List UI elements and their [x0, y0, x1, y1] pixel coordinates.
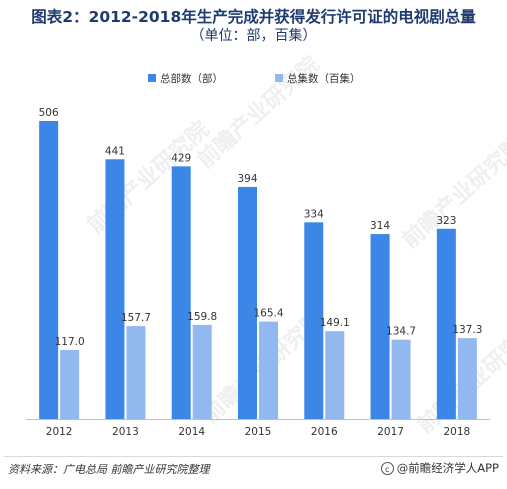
legend-label: 总部数（部） — [160, 72, 223, 85]
bar — [436, 228, 456, 419]
chart-title: 图表2：2012-2018年生产完成并获得发行许可证的电视剧总量 — [31, 8, 476, 26]
bar — [105, 159, 125, 419]
bar — [370, 234, 390, 419]
legend-swatch — [275, 74, 283, 82]
x-tick-label: 2014 — [178, 426, 205, 438]
data-label: 429 — [171, 152, 191, 164]
data-label: 314 — [370, 220, 390, 232]
x-tick-label: 2012 — [46, 426, 73, 438]
legend-swatch — [148, 74, 156, 82]
data-label: 117.0 — [55, 336, 85, 348]
x-tick-label: 2013 — [112, 426, 139, 438]
data-label: 159.8 — [187, 311, 217, 323]
bar — [238, 186, 257, 419]
data-label: 149.1 — [320, 317, 350, 329]
data-label: 506 — [39, 107, 59, 119]
bar — [171, 166, 191, 419]
bar — [304, 222, 324, 419]
data-label: 441 — [105, 145, 125, 157]
bar — [457, 338, 477, 419]
bar — [39, 121, 59, 419]
bar — [325, 331, 345, 419]
data-label: 137.3 — [452, 324, 482, 336]
copyright-icon: c — [380, 461, 394, 475]
data-label: 157.7 — [121, 312, 151, 324]
data-label: 394 — [237, 173, 257, 185]
x-tick-label: 2016 — [311, 426, 338, 438]
bar — [259, 321, 278, 419]
bar — [126, 326, 146, 419]
data-label: 165.4 — [253, 308, 283, 320]
chart-subtitle: （单位：部，百集） — [190, 28, 317, 44]
legend-label: 总集数（百集） — [287, 72, 361, 85]
footer-divider — [4, 456, 503, 457]
data-label: 334 — [304, 208, 324, 220]
x-tick-label: 2015 — [245, 426, 272, 438]
bar — [60, 350, 80, 419]
brand-text: @前瞻经济学人APP — [396, 461, 499, 475]
x-tick-label: 2017 — [377, 426, 404, 438]
source-note: 资料来源：广电总局 前瞻产业研究院整理 — [8, 463, 210, 476]
bar — [192, 324, 212, 419]
data-label: 323 — [436, 215, 456, 227]
brand-credit: c @前瞻经济学人APP — [380, 460, 499, 476]
data-label: 134.7 — [386, 326, 416, 338]
x-tick-label: 2018 — [443, 426, 470, 438]
bar — [391, 339, 411, 419]
bar-chart: 总部数（部） 总集数（百集） 506 117.0 2012 441 157.7 2013 429… — [26, 72, 490, 438]
